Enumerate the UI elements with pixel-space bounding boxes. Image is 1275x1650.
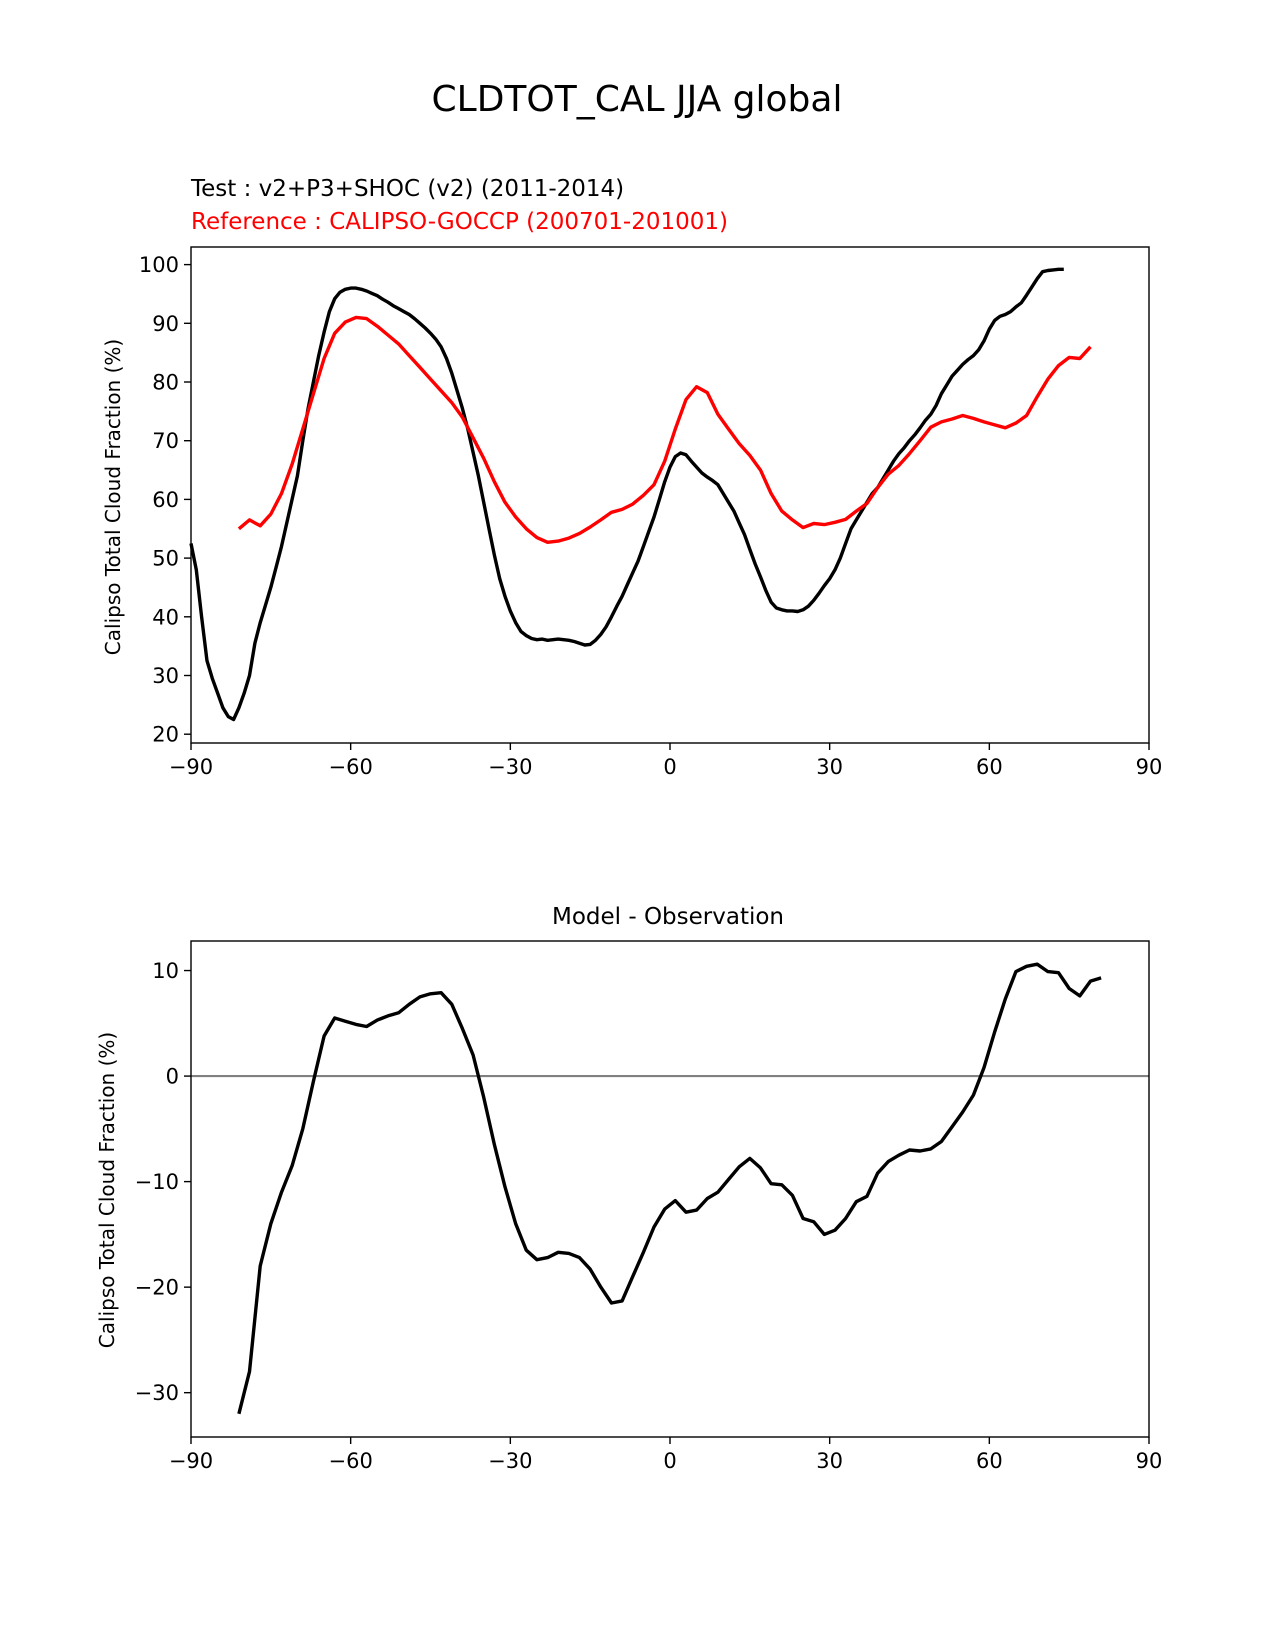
test-label: Test : v2+P3+SHOC (v2) (2011-2014)	[190, 176, 624, 202]
bottom-chart-title: Model - Observation	[552, 904, 784, 930]
top-x-tick-label: 60	[976, 755, 1003, 779]
bottom-y-tick-label: −20	[135, 1276, 179, 1300]
top-y-tick-label: 40	[152, 605, 179, 629]
bottom-x-tick-label: 0	[663, 1449, 676, 1473]
bottom-y-tick-label: 0	[166, 1065, 179, 1089]
top-y-tick-label: 100	[139, 253, 179, 277]
top-y-tick-label: 70	[152, 429, 179, 453]
top-y-tick-label: 30	[152, 664, 179, 688]
top-series-line-0	[189, 267, 1064, 722]
bottom-y-tick-label: −10	[135, 1170, 179, 1194]
bottom-x-tick-label: 60	[976, 1449, 1003, 1473]
bottom-axes-frame	[190, 940, 1150, 1438]
bottom-series-line-0	[237, 962, 1102, 1415]
bottom-x-tick-label: 30	[816, 1449, 843, 1473]
top-chart: Test : v2+P3+SHOC (v2) (2011-2014) Refer…	[101, 176, 1162, 779]
top-x-tick-label: −90	[169, 755, 213, 779]
bottom-x-tick-label: −60	[329, 1449, 373, 1473]
bottom-chart: Model - Observation Calipso Total Cloud …	[95, 904, 1162, 1473]
top-y-tick-label: 60	[152, 488, 179, 512]
bottom-y-tick-label: 10	[152, 959, 179, 983]
top-axes-frame	[190, 246, 1150, 744]
top-x-tick-label: 90	[1136, 755, 1163, 779]
top-x-tick-label: 0	[663, 755, 676, 779]
bottom-plot-area: −90 −60 −30 0 30 60 90 −30 −20 −10 0 10	[135, 940, 1163, 1473]
bottom-x-tick-label: −90	[169, 1449, 213, 1473]
top-y-tick-label: 20	[152, 723, 179, 747]
figure-title: CLDTOT_CAL JJA global	[432, 79, 843, 120]
top-y-tick-label: 80	[152, 371, 179, 395]
top-x-tick-label: −60	[329, 755, 373, 779]
top-x-tick-label: −30	[488, 755, 532, 779]
bottom-y-axis-label: Calipso Total Cloud Fraction (%)	[95, 1032, 119, 1348]
top-x-tick-label: 30	[816, 755, 843, 779]
top-plot-area: −90 −60 −30 0 30 60 90 20 30 40 50 60 70 80 90 100	[139, 246, 1163, 779]
bottom-y-tick-label: −30	[135, 1381, 179, 1405]
reference-label: Reference : CALIPSO-GOCCP (200701-201001…	[191, 209, 728, 235]
top-y-tick-label: 90	[152, 312, 179, 336]
bottom-x-tick-label: 90	[1136, 1449, 1163, 1473]
top-y-axis-label: Calipso Total Cloud Fraction (%)	[101, 339, 125, 655]
top-series-line-1	[237, 315, 1092, 544]
bottom-x-tick-label: −30	[488, 1449, 532, 1473]
top-y-tick-label: 50	[152, 547, 179, 571]
